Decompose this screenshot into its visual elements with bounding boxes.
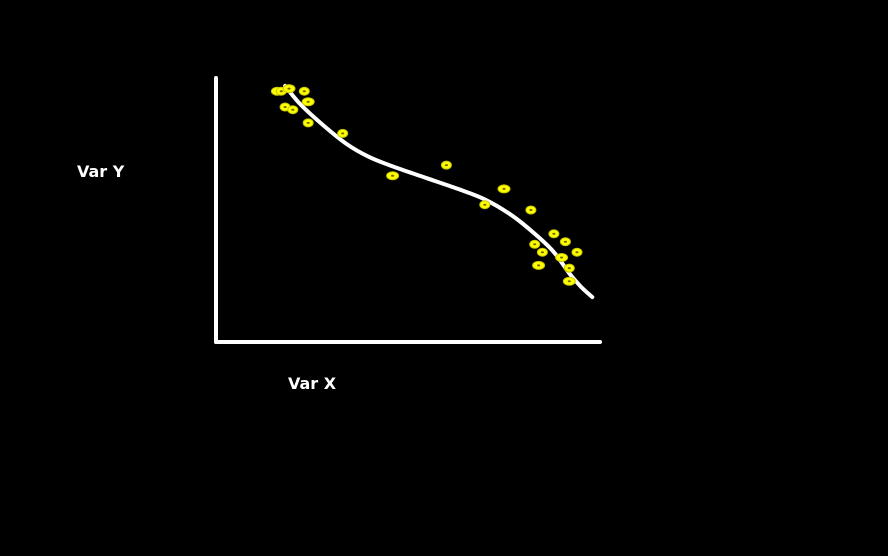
data-points [270, 84, 583, 286]
data-point-center [283, 106, 287, 108]
data-point-center [567, 280, 571, 283]
data-point-center [540, 251, 545, 254]
data-point-center [341, 132, 345, 135]
data-point-center [302, 90, 306, 93]
data-point-center [279, 90, 283, 93]
y-axis-label: Var Y [77, 162, 125, 181]
data-point-center [567, 267, 571, 270]
data-point-center [563, 240, 568, 243]
data-point-center [483, 203, 487, 206]
data-point-center [560, 256, 564, 259]
data-point-center [552, 232, 556, 235]
data-point-center [287, 87, 291, 90]
data-point-center [575, 251, 579, 254]
data-point-center [306, 121, 310, 124]
data-point-center [291, 108, 295, 111]
data-point-center [537, 264, 541, 267]
data-point-center [444, 164, 448, 167]
data-point-center [529, 209, 533, 211]
data-point-center [391, 174, 395, 177]
data-point-center [306, 100, 310, 103]
x-axis-label: Var X [288, 374, 337, 393]
data-point-center [533, 243, 537, 246]
data-point-center [502, 187, 506, 190]
